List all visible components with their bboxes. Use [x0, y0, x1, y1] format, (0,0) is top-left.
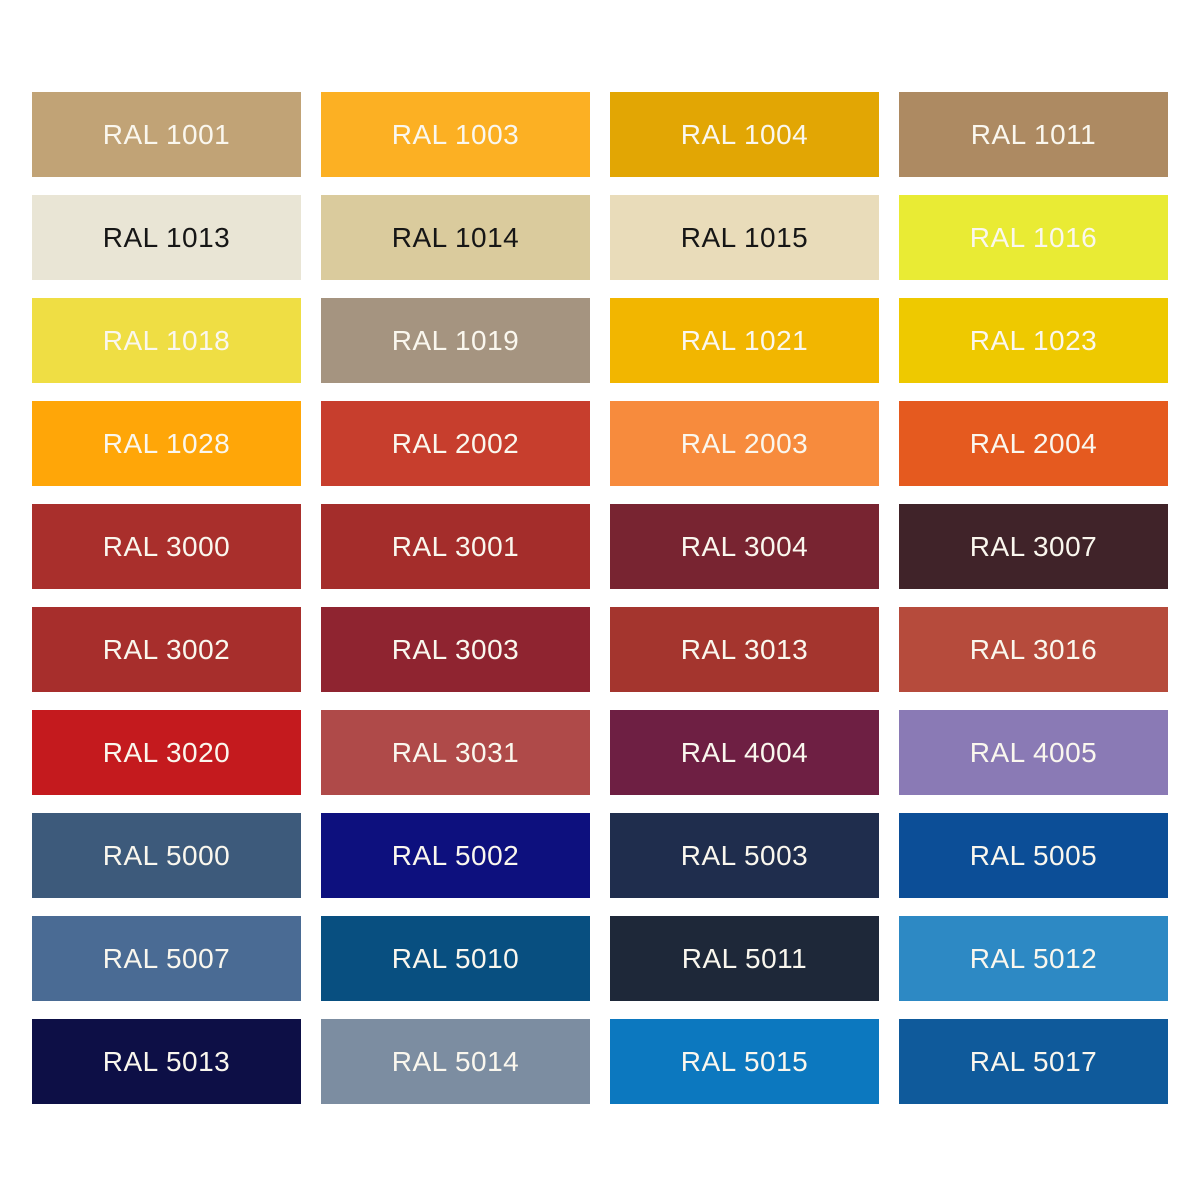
swatch-label: RAL 3000 [102, 530, 231, 562]
swatch-label: RAL 5014 [391, 1045, 520, 1077]
swatch-label: RAL 1013 [102, 221, 231, 253]
color-swatch-ral-2004: RAL 2004 [899, 401, 1168, 486]
swatch-label: RAL 1023 [969, 324, 1098, 356]
swatch-label: RAL 3031 [391, 736, 520, 768]
color-swatch-ral-3001: RAL 3001 [321, 504, 590, 589]
color-swatch-ral-5015: RAL 5015 [610, 1019, 879, 1104]
color-swatch-ral-5000: RAL 5000 [32, 813, 301, 898]
color-swatch-ral-5003: RAL 5003 [610, 813, 879, 898]
swatch-label: RAL 1021 [680, 324, 809, 356]
color-swatch-ral-1011: RAL 1011 [899, 92, 1168, 177]
color-swatch-ral-1014: RAL 1014 [321, 195, 590, 280]
swatch-label: RAL 3004 [680, 530, 809, 562]
color-swatch-ral-1023: RAL 1023 [899, 298, 1168, 383]
color-swatch-ral-1019: RAL 1019 [321, 298, 590, 383]
swatch-label: RAL 1015 [680, 221, 809, 253]
swatch-label: RAL 3002 [102, 633, 231, 665]
color-swatch-ral-5005: RAL 5005 [899, 813, 1168, 898]
swatch-label: RAL 5015 [680, 1045, 809, 1077]
color-swatch-ral-1004: RAL 1004 [610, 92, 879, 177]
swatch-label: RAL 3020 [102, 736, 231, 768]
color-swatch-ral-5017: RAL 5017 [899, 1019, 1168, 1104]
color-swatch-ral-5002: RAL 5002 [321, 813, 590, 898]
swatch-label: RAL 1004 [680, 118, 809, 150]
swatch-label: RAL 4004 [680, 736, 809, 768]
color-swatch-ral-4005: RAL 4005 [899, 710, 1168, 795]
swatch-label: RAL 5013 [102, 1045, 231, 1077]
swatch-label: RAL 2002 [391, 427, 520, 459]
color-swatch-ral-3003: RAL 3003 [321, 607, 590, 692]
color-swatch-ral-3004: RAL 3004 [610, 504, 879, 589]
color-swatch-ral-5013: RAL 5013 [32, 1019, 301, 1104]
color-swatch-ral-1003: RAL 1003 [321, 92, 590, 177]
swatch-label: RAL 1019 [391, 324, 520, 356]
swatch-label: RAL 5007 [102, 942, 231, 974]
swatch-label: RAL 5010 [391, 942, 520, 974]
color-swatch-ral-1015: RAL 1015 [610, 195, 879, 280]
swatch-label: RAL 5005 [969, 839, 1098, 871]
color-swatch-ral-1013: RAL 1013 [32, 195, 301, 280]
color-swatch-ral-3000: RAL 3000 [32, 504, 301, 589]
color-swatch-ral-2003: RAL 2003 [610, 401, 879, 486]
swatch-label: RAL 2004 [969, 427, 1098, 459]
color-swatch-ral-4004: RAL 4004 [610, 710, 879, 795]
swatch-label: RAL 3013 [680, 633, 809, 665]
color-swatch-ral-3013: RAL 3013 [610, 607, 879, 692]
swatch-label: RAL 3001 [391, 530, 520, 562]
swatch-label: RAL 5017 [969, 1045, 1098, 1077]
color-swatch-ral-2002: RAL 2002 [321, 401, 590, 486]
swatch-label: RAL 4005 [969, 736, 1098, 768]
swatch-label: RAL 1014 [391, 221, 520, 253]
color-swatch-ral-5012: RAL 5012 [899, 916, 1168, 1001]
color-swatch-ral-1001: RAL 1001 [32, 92, 301, 177]
swatch-label: RAL 1011 [970, 118, 1097, 150]
swatch-label: RAL 5003 [680, 839, 809, 871]
swatch-label: RAL 3003 [391, 633, 520, 665]
swatch-label: RAL 5011 [681, 942, 808, 974]
swatch-label: RAL 5002 [391, 839, 520, 871]
color-swatch-ral-1018: RAL 1018 [32, 298, 301, 383]
swatch-label: RAL 1003 [391, 118, 520, 150]
swatch-label: RAL 1016 [969, 221, 1098, 253]
color-swatch-ral-5011: RAL 5011 [610, 916, 879, 1001]
color-swatch-ral-5007: RAL 5007 [32, 916, 301, 1001]
color-swatch-ral-3002: RAL 3002 [32, 607, 301, 692]
swatch-label: RAL 1001 [102, 118, 231, 150]
swatch-label: RAL 1028 [102, 427, 231, 459]
color-swatch-ral-3016: RAL 3016 [899, 607, 1168, 692]
swatch-label: RAL 5000 [102, 839, 231, 871]
color-swatch-ral-5010: RAL 5010 [321, 916, 590, 1001]
color-swatch-ral-1016: RAL 1016 [899, 195, 1168, 280]
color-swatch-ral-3031: RAL 3031 [321, 710, 590, 795]
color-swatch-ral-1021: RAL 1021 [610, 298, 879, 383]
ral-swatch-grid: RAL 1001 RAL 1003 RAL 1004 RAL 1011 RAL 1013… [32, 92, 1168, 1104]
swatch-label: RAL 3016 [969, 633, 1098, 665]
swatch-label: RAL 2003 [680, 427, 809, 459]
color-swatch-ral-1028: RAL 1028 [32, 401, 301, 486]
color-swatch-ral-5014: RAL 5014 [321, 1019, 590, 1104]
swatch-label: RAL 1018 [102, 324, 231, 356]
color-swatch-ral-3020: RAL 3020 [32, 710, 301, 795]
swatch-label: RAL 3007 [969, 530, 1098, 562]
swatch-label: RAL 5012 [969, 942, 1098, 974]
color-swatch-ral-3007: RAL 3007 [899, 504, 1168, 589]
